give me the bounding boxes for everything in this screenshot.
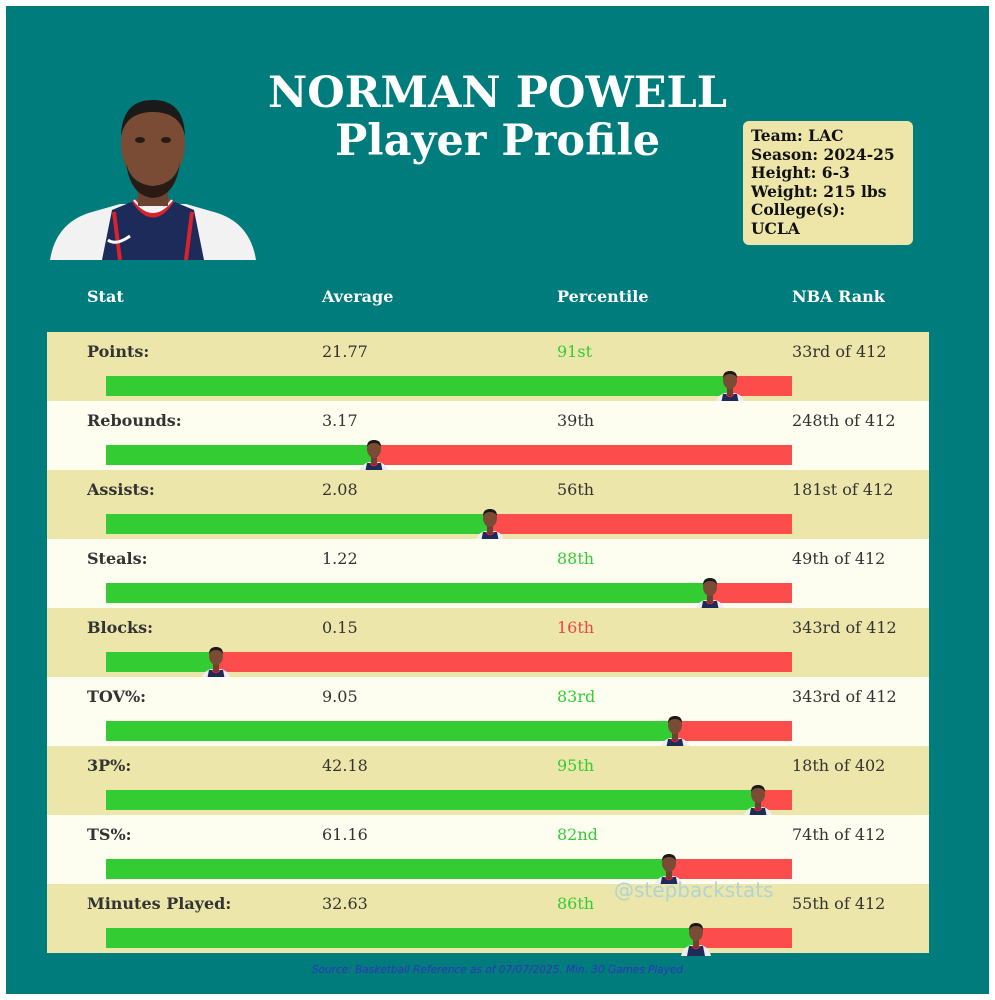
player-info-box: Team: LAC Season: 2024-25 Height: 6-3 We… bbox=[743, 121, 913, 245]
percentile-bar bbox=[106, 514, 792, 534]
stat-label: Assists: bbox=[87, 480, 155, 499]
rank-value: 55th of 412 bbox=[792, 894, 886, 913]
player-marker-icon bbox=[679, 920, 713, 956]
watermark: @stepbackstats bbox=[614, 878, 774, 902]
percentile-bar bbox=[106, 376, 792, 396]
percentile-bar bbox=[106, 928, 792, 948]
header-percentile: Percentile bbox=[557, 287, 649, 306]
percentile-value: 88th bbox=[557, 549, 595, 568]
college-label: College(s): bbox=[751, 200, 846, 219]
stat-label: 3P%: bbox=[87, 756, 132, 775]
percentile-bar-fill bbox=[106, 928, 696, 948]
player-marker-icon bbox=[652, 851, 686, 887]
player-marker-icon bbox=[693, 575, 727, 611]
rank-value: 248th of 412 bbox=[792, 411, 896, 430]
player-marker-icon bbox=[658, 713, 692, 749]
weight-info: Weight: 215 lbs bbox=[751, 181, 887, 201]
stat-label: Steals: bbox=[87, 549, 148, 568]
stat-label: Points: bbox=[87, 342, 150, 361]
rank-value: 343rd of 412 bbox=[792, 618, 897, 637]
player-marker-icon bbox=[357, 437, 391, 473]
season-info: Season: 2024-25 bbox=[751, 144, 895, 164]
rank-value: 181st of 412 bbox=[792, 480, 894, 499]
stat-label: Blocks: bbox=[87, 618, 154, 637]
average-value: 21.77 bbox=[322, 342, 368, 361]
average-value: 3.17 bbox=[322, 411, 358, 430]
stat-label: Rebounds: bbox=[87, 411, 182, 430]
player-headshot bbox=[50, 100, 256, 260]
average-value: 32.63 bbox=[322, 894, 368, 913]
table-row: TS%: 61.16 82nd 74th of 412 bbox=[47, 815, 929, 887]
percentile-bar-fill bbox=[106, 859, 669, 879]
percentile-bar bbox=[106, 790, 792, 810]
percentile-bar bbox=[106, 652, 792, 672]
average-value: 0.15 bbox=[322, 618, 358, 637]
table-row: 3P%: 42.18 95th 18th of 402 bbox=[47, 746, 929, 818]
college-info: UCLA bbox=[751, 218, 800, 238]
percentile-value: 95th bbox=[557, 756, 595, 775]
percentile-bar bbox=[106, 859, 792, 879]
average-value: 2.08 bbox=[322, 480, 358, 499]
percentile-bar-fill bbox=[106, 376, 731, 396]
stats-table: Points: 21.77 91st 33rd of 412 Rebounds: 3.17… bbox=[47, 332, 929, 956]
header-stat: Stat bbox=[87, 287, 124, 306]
percentile-value: 82nd bbox=[557, 825, 598, 844]
team-info: Team: LAC bbox=[751, 126, 844, 145]
percentile-bar-fill bbox=[106, 514, 491, 534]
profile-subtitle: Player Profile bbox=[334, 116, 661, 166]
rank-value: 49th of 412 bbox=[792, 549, 886, 568]
stat-label: TOV%: bbox=[87, 687, 147, 706]
average-value: 42.18 bbox=[322, 756, 368, 775]
percentile-bar-fill bbox=[106, 583, 710, 603]
table-row: Blocks: 0.15 16th 343rd of 412 bbox=[47, 608, 929, 680]
percentile-bar-fill bbox=[106, 721, 676, 741]
percentile-bar bbox=[106, 583, 792, 603]
header-average: Average bbox=[322, 287, 394, 306]
percentile-bar bbox=[106, 721, 792, 741]
percentile-bar bbox=[106, 445, 792, 465]
table-row: Points: 21.77 91st 33rd of 412 bbox=[47, 332, 929, 404]
rank-value: 343rd of 412 bbox=[792, 687, 897, 706]
table-row: Minutes Played: 32.63 86th 55th of 412 bbox=[47, 884, 929, 956]
percentile-value: 83rd bbox=[557, 687, 596, 706]
table-row: TOV%: 9.05 83rd 343rd of 412 bbox=[47, 677, 929, 749]
average-value: 61.16 bbox=[322, 825, 368, 844]
player-marker-icon bbox=[199, 644, 233, 680]
table-row: Steals: 1.22 88th 49th of 412 bbox=[47, 539, 929, 611]
player-marker-icon bbox=[713, 368, 747, 404]
percentile-value: 91st bbox=[557, 342, 592, 361]
rank-value: 74th of 412 bbox=[792, 825, 886, 844]
table-row: Assists: 2.08 56th 181st of 412 bbox=[47, 470, 929, 542]
percentile-value: 86th bbox=[557, 894, 595, 913]
player-marker-icon bbox=[473, 506, 507, 542]
average-value: 1.22 bbox=[322, 549, 358, 568]
source-note: Source: Basketball Reference as of 07/07… bbox=[311, 964, 684, 976]
percentile-value: 39th bbox=[557, 411, 595, 430]
rank-value: 18th of 402 bbox=[792, 756, 886, 775]
stat-label: TS%: bbox=[87, 825, 132, 844]
percentile-bar-fill bbox=[106, 445, 374, 465]
header-rank: NBA Rank bbox=[792, 287, 885, 306]
percentile-bar-fill bbox=[106, 652, 216, 672]
stat-label: Minutes Played: bbox=[87, 894, 232, 913]
percentile-value: 56th bbox=[557, 480, 595, 499]
player-marker-icon bbox=[741, 782, 775, 818]
height-info: Height: 6-3 bbox=[751, 163, 850, 182]
table-row: Rebounds: 3.17 39th 248th of 412 bbox=[47, 401, 929, 473]
rank-value: 33rd of 412 bbox=[792, 342, 887, 361]
player-name-title: NORMAN POWELL bbox=[267, 68, 728, 118]
average-value: 9.05 bbox=[322, 687, 358, 706]
percentile-bar-fill bbox=[106, 790, 758, 810]
percentile-value: 16th bbox=[557, 618, 595, 637]
